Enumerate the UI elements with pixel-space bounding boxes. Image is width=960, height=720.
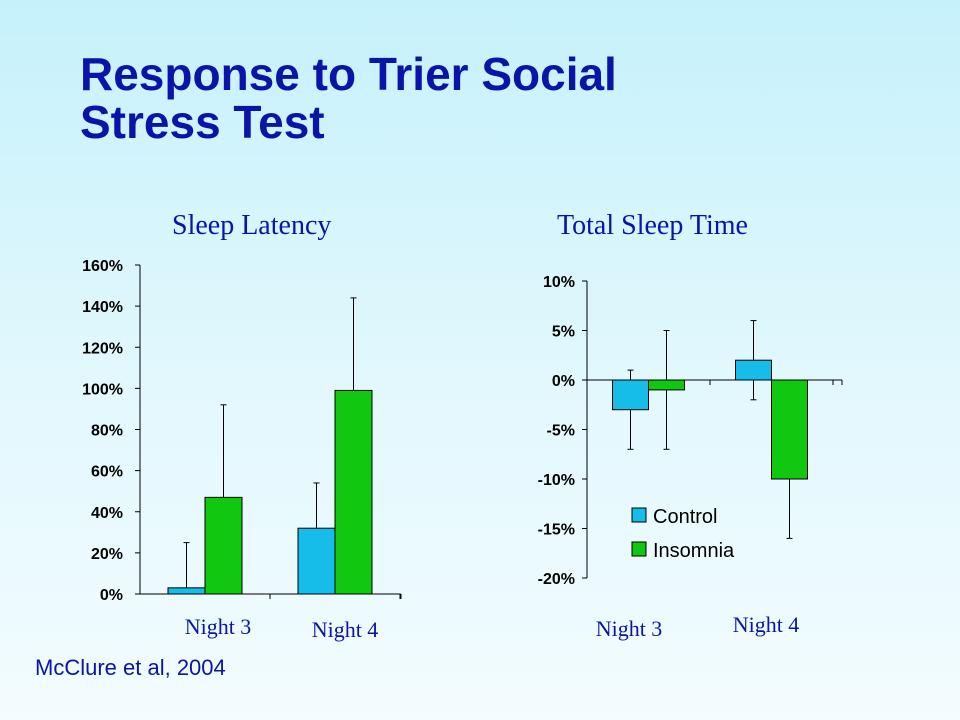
citation: McClure et al, 2004: [35, 655, 226, 680]
latency-y-tick-label: 0%: [100, 587, 123, 604]
tst-legend-label-insomnia: Insomnia: [653, 540, 735, 562]
tst-legend-swatch-control: [631, 507, 647, 523]
slide-title-line-1: Response to Trier Social: [80, 48, 617, 100]
tst-bar-control-night-4: [735, 359, 772, 381]
latency-y-tick-label: 160%: [82, 258, 123, 275]
tst-y-tick-label: -20%: [538, 571, 575, 588]
slide-title-line-2: Stress Test: [80, 96, 325, 148]
tst-y-tick-label: 10%: [543, 274, 575, 291]
latency-y-tick-label: 120%: [82, 340, 123, 357]
latency-y-tick-label: 140%: [82, 299, 123, 316]
latency-category-label: Night 4: [312, 617, 379, 642]
tst-y-tick-label: 0%: [552, 373, 575, 390]
latency-y-tick-label: 20%: [91, 546, 123, 563]
tst-legend-label-control: Control: [653, 506, 717, 528]
latency-bar-control-night-3: [167, 587, 206, 595]
total-sleep-time-title: Total Sleep Time: [557, 210, 748, 241]
latency-bar-insomnia-night-3: [204, 496, 243, 595]
tst-bar-insomnia-night-4: [771, 379, 808, 480]
tst-bar-control-night-3: [612, 379, 649, 411]
latency-bar-insomnia-night-4: [334, 389, 373, 595]
latency-bar-control-night-4: [297, 527, 336, 595]
sleep-latency-title: Sleep Latency: [172, 210, 332, 241]
latency-y-tick-label: 40%: [91, 505, 123, 522]
latency-y-tick-label: 100%: [82, 381, 123, 398]
latency-y-tick-label: 80%: [91, 423, 123, 440]
slide-title: Response to Trier Social Stress Test: [80, 50, 617, 146]
tst-category-label: Night 4: [733, 612, 800, 637]
tst-y-tick-label: -5%: [547, 423, 575, 440]
tst-y-tick-label: -10%: [538, 472, 575, 489]
tst-legend-swatch-insomnia: [631, 541, 647, 557]
latency-y-tick-label: 60%: [91, 464, 123, 481]
tst-y-tick-label: -15%: [538, 522, 575, 539]
tst-y-tick-label: 5%: [552, 324, 575, 341]
latency-category-label: Night 3: [185, 614, 252, 639]
tst-category-label: Night 3: [596, 616, 663, 641]
tst-bar-insomnia-night-3: [648, 379, 685, 391]
